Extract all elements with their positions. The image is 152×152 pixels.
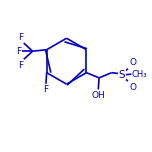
Text: O: O — [130, 58, 137, 67]
Text: F: F — [17, 47, 22, 56]
Text: F: F — [18, 33, 23, 42]
Text: CH₃: CH₃ — [132, 70, 147, 79]
Text: OH: OH — [91, 91, 105, 100]
Text: O: O — [130, 83, 137, 92]
Text: F: F — [18, 60, 23, 69]
Text: S: S — [118, 70, 125, 80]
Text: F: F — [43, 85, 48, 94]
